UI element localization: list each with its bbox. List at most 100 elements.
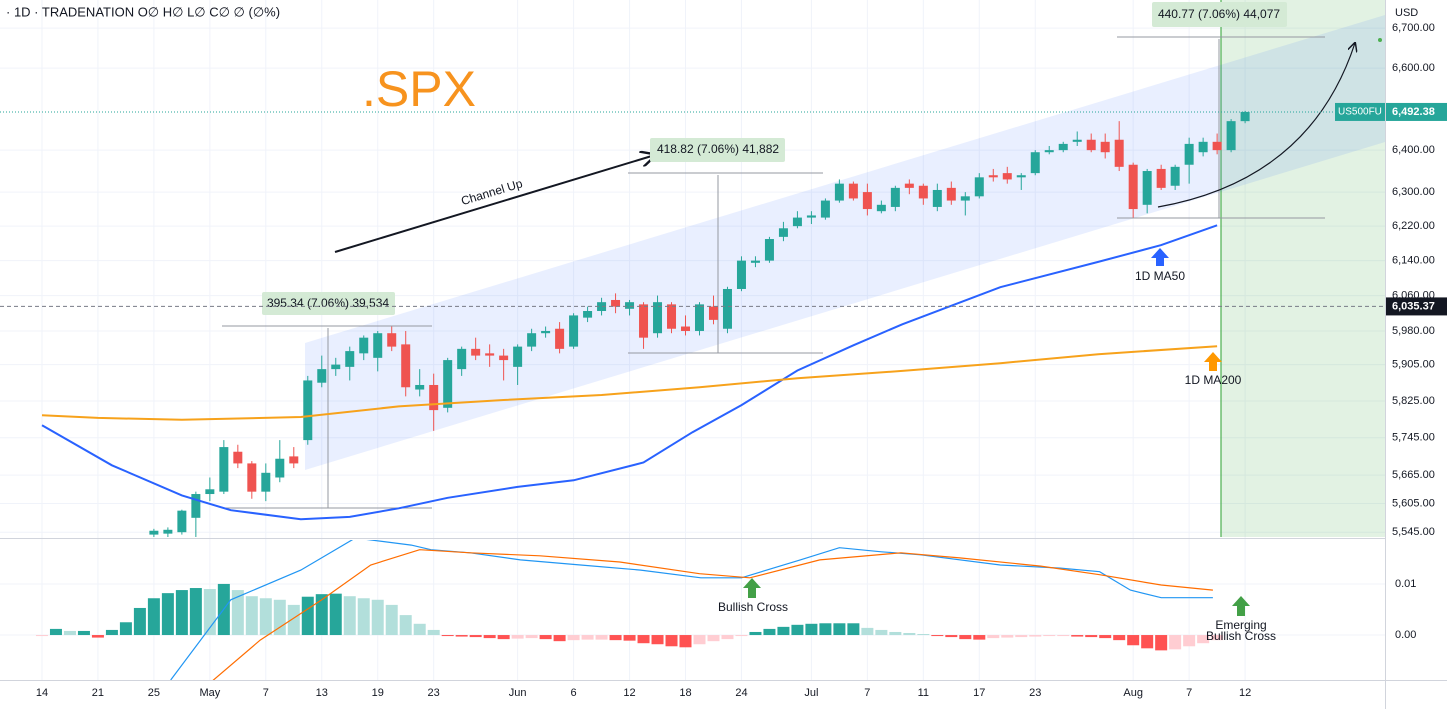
histogram-bar [749, 631, 762, 636]
histogram-bar [329, 593, 342, 636]
histogram-bar [1169, 635, 1182, 650]
histogram-bar [399, 615, 412, 636]
y-tick-label: 5,745.00 [1392, 432, 1435, 444]
candle-body [946, 187, 956, 201]
histogram-bar [623, 635, 636, 641]
ma200-label: 1D MA200 [1185, 373, 1242, 387]
histogram-bar [91, 635, 104, 638]
histogram-bar [441, 635, 454, 637]
histogram-bar [63, 630, 76, 636]
histogram-bar [609, 635, 622, 641]
x-tick-label: 12 [623, 687, 635, 699]
dot [1378, 38, 1382, 42]
histogram-bar [875, 629, 888, 636]
candle-body [1100, 141, 1110, 153]
histogram-bar [469, 635, 482, 638]
target-zone [1221, 0, 1385, 537]
histogram-bar [455, 635, 468, 637]
candle-body [1086, 139, 1096, 151]
candle-body [513, 346, 523, 367]
histogram-bar [371, 599, 384, 636]
histogram-bar [693, 635, 706, 645]
candle-body [541, 330, 551, 334]
cross-arrow [1232, 596, 1250, 616]
candle-body [639, 304, 649, 338]
macd-line [212, 549, 1213, 680]
candle-body [848, 183, 858, 199]
candle-body [205, 489, 215, 495]
y-tick-label: 5,545.00 [1392, 526, 1435, 538]
histogram-bar [945, 635, 958, 638]
candle-body [862, 192, 872, 210]
histogram-bar [777, 626, 790, 636]
histogram-bar [357, 598, 370, 636]
candle-body [1016, 175, 1026, 178]
candle-body [1156, 168, 1166, 188]
ma50-label: 1D MA50 [1135, 269, 1185, 283]
histogram-bar [973, 635, 986, 640]
candle-body [820, 200, 830, 218]
candle-body [401, 344, 411, 388]
candle-body [1058, 143, 1068, 151]
x-tick-label: 19 [372, 687, 384, 699]
candle-body [834, 183, 844, 201]
price-tag [1386, 297, 1447, 316]
x-tick-label: 25 [148, 687, 160, 699]
candle-body [1226, 121, 1236, 151]
histogram-bar [413, 623, 426, 636]
histogram-bar [1015, 635, 1028, 638]
ma-line [41, 224, 1218, 521]
histogram-bar [1085, 635, 1098, 638]
cross-label: Bullish Cross [1206, 629, 1276, 643]
y-tick-label: 5,905.00 [1392, 359, 1435, 371]
histogram-bar [1057, 635, 1070, 637]
candle-body [345, 351, 355, 367]
ma200-arrow [1204, 352, 1222, 371]
y-tick-label: 5,825.00 [1392, 395, 1435, 407]
candle-body [1030, 152, 1040, 174]
histogram-bar [189, 588, 202, 636]
histogram-bar [735, 635, 748, 637]
macd-histogram [35, 583, 1224, 651]
histogram-bar [35, 635, 48, 637]
moving-averages [41, 224, 1218, 521]
histogram-bar [259, 598, 272, 636]
candle-body [359, 337, 369, 354]
candle-body [219, 447, 229, 492]
histogram-bar [679, 635, 692, 648]
histogram-bar [483, 635, 496, 639]
candle-body [974, 177, 984, 197]
symbol-tag-label: US500FU [1338, 107, 1382, 118]
channel-arrow [334, 155, 655, 253]
symbol-tag [1335, 102, 1385, 121]
histogram-bar [175, 590, 188, 636]
histogram-bar [805, 623, 818, 636]
cross-label: Bullish Cross [718, 600, 788, 614]
histogram-bar [427, 629, 440, 636]
candle-body [317, 369, 327, 383]
x-tick-label: 13 [316, 687, 328, 699]
cross-label: Emerging [1215, 618, 1266, 632]
histogram-bar [665, 635, 678, 647]
grid [0, 0, 1385, 680]
histogram-bar [651, 635, 664, 645]
histogram-bar [343, 596, 356, 636]
histogram-bar [567, 635, 580, 641]
histogram-bar [1099, 635, 1112, 639]
histogram-bar [315, 594, 328, 636]
ma50-arrow [1151, 248, 1169, 266]
candle-body [583, 311, 593, 318]
histogram-bar [49, 628, 62, 636]
histogram-bar [763, 628, 776, 636]
histogram-bar [889, 631, 902, 636]
histogram-bar [833, 623, 846, 636]
candle-body [778, 228, 788, 237]
candle-body [289, 456, 299, 464]
histogram-bar [273, 599, 286, 636]
y-tick-label: 0.01 [1395, 578, 1416, 590]
macd-line [170, 540, 1213, 680]
candles [149, 110, 1250, 537]
candle-body [1198, 141, 1208, 153]
